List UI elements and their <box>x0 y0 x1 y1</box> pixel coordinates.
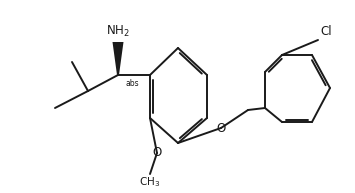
Text: CH$_3$: CH$_3$ <box>140 175 160 189</box>
Polygon shape <box>113 42 124 75</box>
Text: NH$_2$: NH$_2$ <box>106 24 130 39</box>
Text: O: O <box>217 122 226 135</box>
Text: abs: abs <box>126 79 140 88</box>
Text: Cl: Cl <box>320 25 332 38</box>
Text: O: O <box>152 146 162 159</box>
